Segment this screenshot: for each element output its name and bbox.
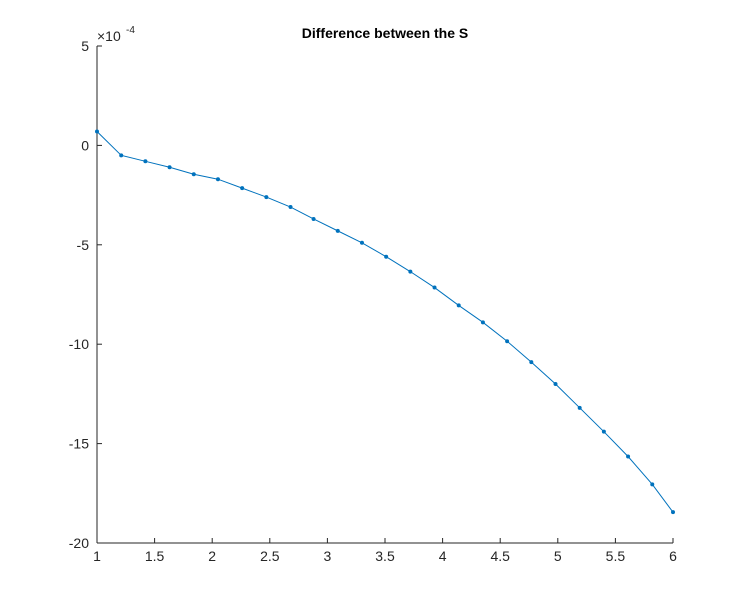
data-point <box>119 153 124 158</box>
x-tick-label: 4 <box>439 548 447 564</box>
x-tick-label: 3 <box>324 548 332 564</box>
data-point <box>408 269 413 274</box>
data-point <box>384 254 389 259</box>
data-point <box>553 381 558 386</box>
data-point <box>480 320 485 325</box>
y-tick-label: -5 <box>77 237 90 253</box>
data-point <box>143 159 148 164</box>
x-tick-label: 5.5 <box>606 548 626 564</box>
data-point <box>359 240 364 245</box>
chart-title: Difference between the S <box>302 25 469 41</box>
data-point <box>167 165 172 170</box>
data-point <box>626 454 631 459</box>
data-point <box>650 482 655 487</box>
x-tick-label: 5 <box>554 548 562 564</box>
x-tick-label: 1 <box>93 548 101 564</box>
data-point <box>456 303 461 308</box>
data-point <box>95 129 99 134</box>
data-point <box>264 195 269 200</box>
x-tick-label: 3.5 <box>375 548 395 564</box>
data-point <box>529 360 534 365</box>
x-tick-label: 1.5 <box>145 548 165 564</box>
data-point <box>191 172 196 177</box>
x-tick-label: 6 <box>669 548 677 564</box>
data-point <box>311 216 316 221</box>
y-tick-label: 5 <box>81 38 89 54</box>
data-point <box>240 186 245 191</box>
x-tick-label: 2.5 <box>260 548 280 564</box>
data-point <box>335 228 340 233</box>
y-tick-label: -20 <box>69 535 89 551</box>
y-axis-multiplier: ×10 -4 <box>97 25 135 44</box>
y-tick-label: 0 <box>81 137 89 153</box>
data-point <box>671 510 675 515</box>
y-axis-multiplier-exponent: -4 <box>126 25 135 36</box>
y-tick-label: -10 <box>69 336 89 352</box>
x-tick-label: 4.5 <box>490 548 510 564</box>
data-point <box>432 285 437 290</box>
y-axis-multiplier-base: ×10 <box>97 28 121 44</box>
data-point <box>505 339 510 344</box>
data-point <box>577 405 582 410</box>
data-point <box>215 177 220 182</box>
plot-area: 1 1.5 2 2.5 3 3.5 4 4.5 5 5.5 6 5 0 -5 -10 -15 -20 <box>69 38 677 564</box>
y-tick-label: -15 <box>69 436 89 452</box>
data-point <box>288 205 293 210</box>
data-point <box>601 429 606 434</box>
x-tick-label: 2 <box>208 548 216 564</box>
